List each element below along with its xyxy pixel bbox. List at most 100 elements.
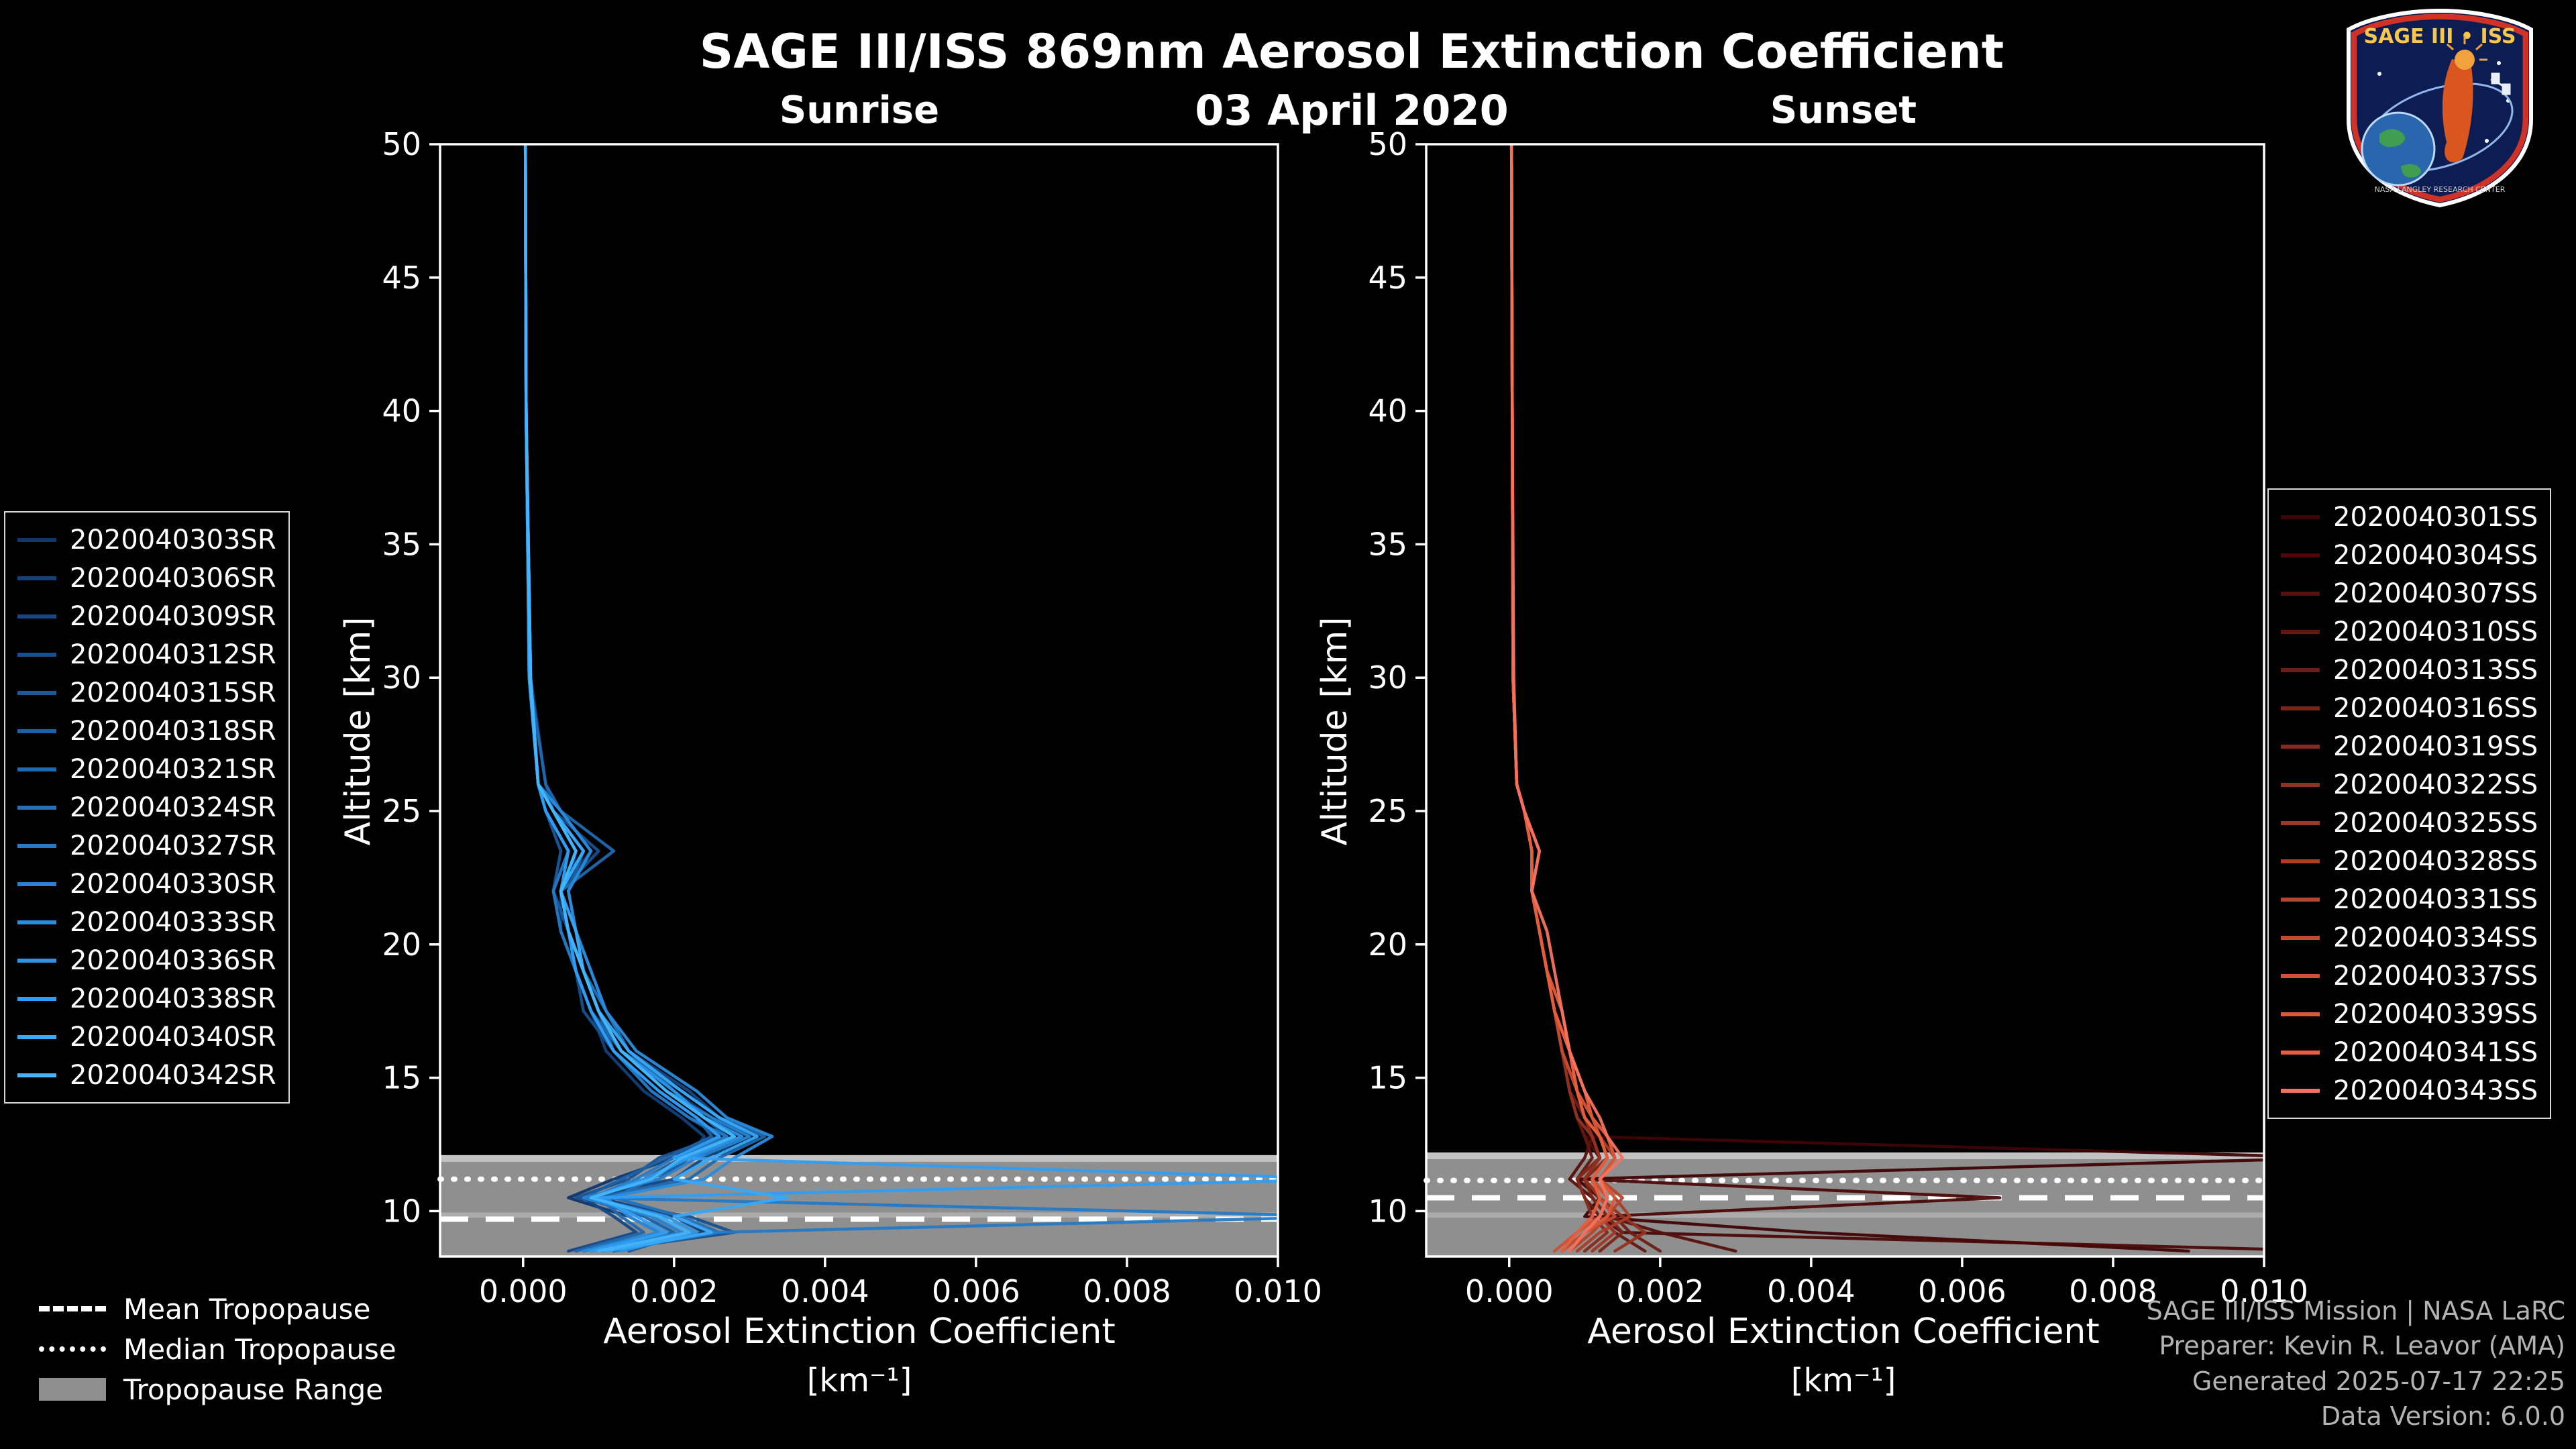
profile-2020040328SS <box>1509 144 1632 1253</box>
legend-item: 2020040340SR <box>17 1018 276 1056</box>
series-label: 2020040339SS <box>2333 998 2538 1030</box>
legend-item: 2020040309SR <box>17 597 276 635</box>
x-tick-label: 0.002 <box>630 1273 718 1309</box>
series-label: 2020040310SS <box>2333 616 2538 647</box>
series-color-swatch <box>2281 859 2320 863</box>
legend-item: 2020040303SR <box>17 521 276 559</box>
series-label: 2020040336SR <box>70 945 276 976</box>
profile-2020040340SR <box>523 144 789 1253</box>
y-tick-label: 20 <box>382 926 421 963</box>
legend-item: 2020040336SR <box>17 941 276 979</box>
series-label: 2020040307SS <box>2333 578 2538 609</box>
legend-item-tropopause-range: Tropopause Range <box>39 1373 396 1406</box>
panel-sunrise: 0.000 0.002 0.004 0.006 0.008 0.010 10 15 20 25 30… <box>382 126 1322 1309</box>
series-color-swatch <box>2281 1050 2320 1055</box>
legend-item: 2020040325SS <box>2281 804 2538 842</box>
dotted-line-swatch <box>39 1346 106 1352</box>
x-tick-label: 0.004 <box>1767 1273 1856 1309</box>
series-label: 2020040321SR <box>70 753 276 785</box>
legend-item: 2020040334SS <box>2281 918 2538 957</box>
profile-2020040301SS <box>1509 144 2264 1253</box>
gray-patch-swatch <box>39 1378 106 1401</box>
series-label: 2020040301SS <box>2333 501 2538 533</box>
series-color-swatch <box>2281 629 2320 634</box>
x-tick-label: 0.010 <box>1234 1273 1322 1309</box>
profile-2020040333SR <box>523 144 774 1253</box>
credits-block: SAGE III/ISS Mission | NASA LaRC Prepare… <box>2147 1293 2565 1434</box>
legend-item: 2020040338SR <box>17 979 276 1018</box>
y-tick-label: 10 <box>1368 1193 1407 1229</box>
y-axis: 10 15 20 25 30 35 40 45 50 <box>382 126 440 1229</box>
series-label: 2020040341SS <box>2333 1036 2538 1068</box>
tropopause-legend: Mean Tropopause Median Tropopause Tropop… <box>39 1293 396 1406</box>
series-color-swatch <box>2281 553 2320 557</box>
series-color-swatch <box>17 690 56 695</box>
y-tick-label: 40 <box>382 393 421 429</box>
profile-2020040336SR <box>523 144 744 1253</box>
legend-item: 2020040337SS <box>2281 957 2538 995</box>
chart-date: 03 April 2020 <box>1195 86 1509 135</box>
series-label: 2020040312SR <box>70 639 276 670</box>
series-label: 2020040306SR <box>70 562 276 594</box>
x-axis-label-sunset: Aerosol Extinction Coefficient <box>1587 1311 2100 1352</box>
legend-item: 2020040301SS <box>2281 498 2538 536</box>
series-label: 2020040340SR <box>70 1021 276 1053</box>
series-color-swatch <box>17 1073 56 1077</box>
plot-frame <box>1425 143 2265 1258</box>
legend-item: 2020040318SR <box>17 712 276 750</box>
profile-2020040337SS <box>1509 144 1609 1253</box>
legend-item: 2020040306SR <box>17 559 276 597</box>
series-label: 2020040334SS <box>2333 922 2538 953</box>
legend-item: 2020040313SS <box>2281 651 2538 689</box>
profile-lines <box>1509 144 2264 1253</box>
x-tick-label: 0.002 <box>1616 1273 1705 1309</box>
profile-2020040307SS <box>1509 144 1737 1253</box>
x-tick-label: 0.000 <box>479 1273 568 1309</box>
series-color-swatch <box>2281 515 2320 519</box>
series-color-swatch <box>2281 591 2320 596</box>
profile-2020040327SR <box>523 144 1278 1253</box>
profile-2020040322SS <box>1509 144 1647 1253</box>
series-label: 2020040322SS <box>2333 769 2538 800</box>
y-tick-label: 15 <box>382 1060 421 1096</box>
profile-2020040312SR <box>523 144 737 1253</box>
y-tick-label: 15 <box>1368 1060 1407 1096</box>
profile-lines <box>523 144 1278 1253</box>
legend-item: 2020040319SS <box>2281 727 2538 765</box>
legend-item: 2020040327SR <box>17 826 276 865</box>
earth-continent <box>2379 129 2406 148</box>
plot-frame <box>439 143 1279 1258</box>
profile-2020040303SR <box>523 144 737 1253</box>
y-axis: 10 15 20 25 30 35 40 45 50 <box>1368 126 1426 1229</box>
series-color-swatch <box>2281 973 2320 978</box>
y-tick-label: 25 <box>382 793 421 829</box>
y-tick-label: 40 <box>1368 393 1407 429</box>
legend-label: Median Tropopause <box>123 1332 396 1366</box>
legend-item: 2020040307SS <box>2281 574 2538 612</box>
series-color-swatch <box>17 652 56 657</box>
legend-sunset: 2020040301SS 2020040304SS 2020040307SS 2020… <box>2267 488 2552 1119</box>
legend-sunrise: 2020040303SR 2020040306SR 2020040309SR 2020… <box>4 511 290 1104</box>
profile-2020040319SS <box>1509 144 1609 1253</box>
panel-sunset: 0.000 0.002 0.004 0.006 0.008 0.010 10 15 20 25 30… <box>1368 126 2308 1309</box>
star-icon <box>2377 72 2381 76</box>
y-tick-label: 20 <box>1368 926 1407 963</box>
x-tick-label: 0.000 <box>1465 1273 1554 1309</box>
series-label: 2020040309SR <box>70 600 276 632</box>
panel-title-sunrise: Sunrise <box>779 89 940 132</box>
legend-item: 2020040316SS <box>2281 689 2538 727</box>
series-label: 2020040327SR <box>70 830 276 861</box>
series-label: 2020040328SS <box>2333 845 2538 877</box>
profile-2020040343SS <box>1509 144 1624 1253</box>
logo-footer: NASA LANGLEY RESEARCH CENTER <box>2375 185 2506 194</box>
profile-2020040334SS <box>1509 144 1617 1253</box>
x-tick-label: 0.006 <box>1918 1273 2006 1309</box>
legend-item: 2020040322SS <box>2281 765 2538 804</box>
sun-rays <box>2447 36 2487 61</box>
series-color-swatch <box>2281 820 2320 825</box>
series-color-swatch <box>2281 706 2320 710</box>
credit-preparer: Preparer: Kevin R. Leavor (AMA) <box>2159 1331 2565 1361</box>
series-color-swatch <box>17 1034 56 1039</box>
profile-2020040339SS <box>1509 144 1617 1253</box>
